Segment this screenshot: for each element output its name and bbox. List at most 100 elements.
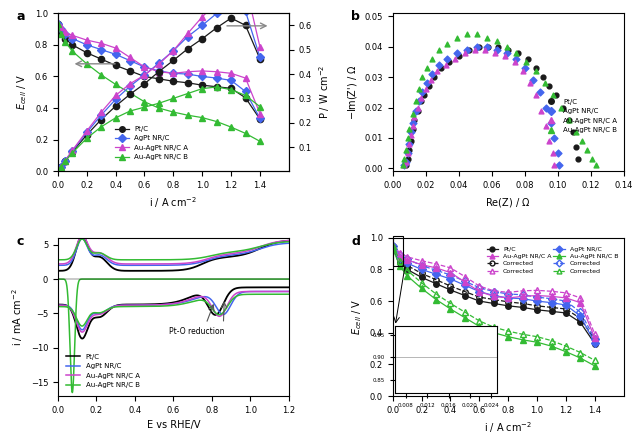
Legend: Pt/C, AgPt NR/C, Au-AgPt NR/C A, Au-AgPt NR/C B: Pt/C, AgPt NR/C, Au-AgPt NR/C A, Au-AgPt… xyxy=(64,351,143,391)
Point xyxy=(442,40,452,47)
Legend: Pt/C, Au-AgPt NR/C A, Corrected, Corrected, AgPt NR/C, Au-AgPt NR/C B, Corrected: Pt/C, Au-AgPt NR/C A, Corrected, Correct… xyxy=(484,244,620,276)
Point xyxy=(403,150,413,157)
Text: Pt-O reduction: Pt-O reduction xyxy=(170,327,225,336)
Point xyxy=(404,147,414,154)
Point xyxy=(572,156,583,163)
Y-axis label: $-$Im(Z') / $\Omega$: $-$Im(Z') / $\Omega$ xyxy=(346,65,359,120)
Point xyxy=(450,55,460,62)
Point xyxy=(440,62,451,69)
Point xyxy=(528,77,538,84)
Point xyxy=(470,46,480,53)
Point xyxy=(541,104,551,111)
Point xyxy=(401,162,411,169)
Point xyxy=(408,119,418,126)
Point xyxy=(531,67,541,74)
Point xyxy=(422,64,433,71)
Point xyxy=(429,73,439,81)
Point xyxy=(406,137,416,144)
Point xyxy=(424,83,434,90)
Point xyxy=(525,80,535,87)
Point xyxy=(549,162,559,169)
Point xyxy=(518,67,528,74)
Point xyxy=(415,95,426,102)
Point xyxy=(399,162,410,169)
Point xyxy=(502,43,512,50)
Point xyxy=(539,80,550,87)
Point xyxy=(452,34,462,41)
Text: d: d xyxy=(351,235,360,248)
Point xyxy=(401,159,411,166)
Point xyxy=(534,89,545,96)
Point xyxy=(401,159,411,166)
Point xyxy=(419,92,430,99)
X-axis label: i / A cm$^{-2}$: i / A cm$^{-2}$ xyxy=(484,420,532,435)
Point xyxy=(409,113,419,120)
Point xyxy=(577,137,588,144)
Point xyxy=(513,49,523,56)
Point xyxy=(397,162,408,169)
Point xyxy=(491,37,502,44)
Point xyxy=(482,43,492,50)
Point xyxy=(493,43,503,50)
Point xyxy=(417,73,428,81)
Text: a: a xyxy=(16,10,25,23)
Y-axis label: $E_{cell}$ / V: $E_{cell}$ / V xyxy=(15,74,30,110)
Point xyxy=(472,31,482,38)
Point xyxy=(521,59,532,66)
Point xyxy=(452,49,462,56)
Point xyxy=(545,137,555,144)
Point xyxy=(411,107,421,114)
Point xyxy=(427,55,437,62)
Point xyxy=(557,104,568,111)
Text: c: c xyxy=(16,235,24,248)
Point xyxy=(531,92,541,99)
Point xyxy=(434,62,444,69)
Point xyxy=(404,125,414,132)
Point xyxy=(538,73,548,81)
X-axis label: i / A cm$^{-2}$: i / A cm$^{-2}$ xyxy=(149,196,197,210)
Point xyxy=(536,107,547,114)
Y-axis label: P / W cm$^{-2}$: P / W cm$^{-2}$ xyxy=(318,65,332,119)
Point xyxy=(406,128,416,136)
Point xyxy=(401,147,411,154)
Point xyxy=(404,140,414,147)
Point xyxy=(551,92,561,99)
Y-axis label: i / mA cm$^{-2}$: i / mA cm$^{-2}$ xyxy=(10,288,25,346)
Point xyxy=(464,46,474,53)
Point xyxy=(442,55,452,62)
Point xyxy=(432,67,442,74)
Point xyxy=(412,104,422,111)
Point xyxy=(500,52,510,59)
Point xyxy=(399,162,410,169)
Point xyxy=(408,110,418,117)
Legend: Pt/C, AgPt NR/C, Au-AgPt NR/C A, Au-AgPt NR/C B: Pt/C, AgPt NR/C, Au-AgPt NR/C A, Au-AgPt… xyxy=(112,123,191,163)
Point xyxy=(422,80,433,87)
Point xyxy=(590,162,601,169)
Point xyxy=(472,43,482,50)
Point xyxy=(564,116,574,123)
Point xyxy=(523,55,533,62)
Point xyxy=(409,116,419,123)
Point xyxy=(435,64,446,71)
Y-axis label: $E_{cell}$ / V: $E_{cell}$ / V xyxy=(350,299,364,335)
Point xyxy=(406,132,416,139)
Point xyxy=(491,46,502,53)
Point xyxy=(403,156,413,163)
Point xyxy=(453,52,464,59)
Point xyxy=(548,150,558,157)
Point xyxy=(484,43,494,50)
Point xyxy=(511,49,521,56)
Bar xyxy=(393,236,403,266)
Point xyxy=(520,64,530,71)
Point xyxy=(548,92,558,99)
Point xyxy=(571,143,581,150)
Point xyxy=(531,64,541,71)
Point xyxy=(462,46,472,53)
Point xyxy=(403,150,413,157)
Point xyxy=(408,125,418,132)
Legend: Pt/C, AgPt NR/C, Au-AgPt NR/C A, Au-AgPt NR/C B: Pt/C, AgPt NR/C, Au-AgPt NR/C A, Au-AgPt… xyxy=(541,96,620,136)
Point xyxy=(460,49,471,56)
Point xyxy=(414,86,424,93)
Point xyxy=(411,98,421,105)
Point xyxy=(564,116,574,123)
